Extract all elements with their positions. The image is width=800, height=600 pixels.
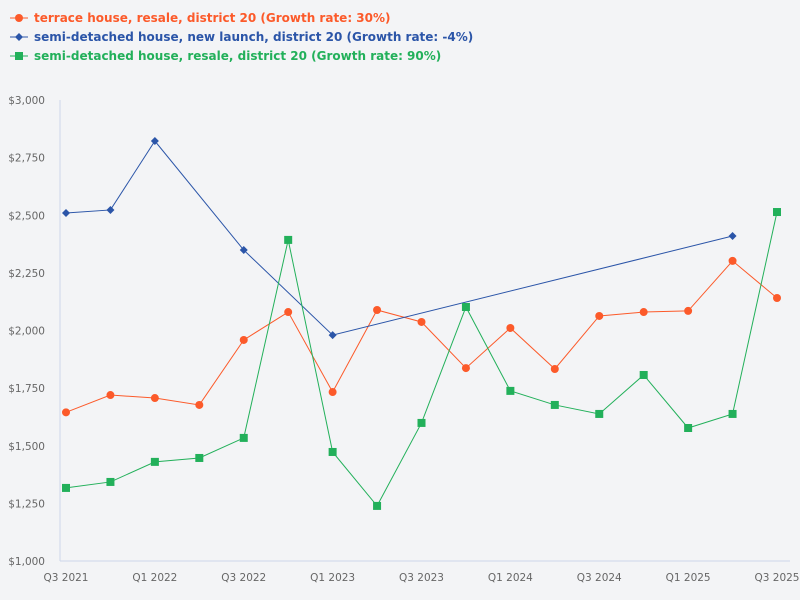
y-tick-label: $1,250 <box>8 498 45 510</box>
data-point[interactable] <box>284 308 293 317</box>
legend-label: semi-detached house, new launch, distric… <box>34 29 474 44</box>
data-point[interactable] <box>506 386 515 395</box>
y-tick-label: $1,750 <box>8 383 45 395</box>
data-point[interactable] <box>728 256 737 265</box>
legend-item-semi-detached-new-launch[interactable]: semi-detached house, new launch, distric… <box>10 27 473 46</box>
data-point[interactable] <box>506 323 515 332</box>
data-point[interactable] <box>595 409 604 418</box>
square-marker-icon <box>10 51 28 60</box>
data-point[interactable] <box>373 501 382 510</box>
series-line-2 <box>65 211 778 507</box>
data-point[interactable] <box>62 408 70 417</box>
data-point[interactable] <box>150 394 159 403</box>
data-point[interactable] <box>150 457 159 466</box>
data-point[interactable] <box>239 246 248 255</box>
data-point[interactable] <box>62 483 70 492</box>
data-point[interactable] <box>684 424 693 433</box>
legend-label: terrace house, resale, district 20 (Grow… <box>34 10 391 25</box>
data-point[interactable] <box>195 453 204 462</box>
data-point[interactable] <box>328 331 337 340</box>
data-point[interactable] <box>62 208 70 217</box>
x-tick-label: Q3 2023 <box>399 572 444 584</box>
data-point[interactable] <box>328 388 337 397</box>
data-point[interactable] <box>773 293 781 302</box>
data-point[interactable] <box>461 364 470 373</box>
data-point[interactable] <box>550 364 559 373</box>
x-tick-label: Q3 2021 <box>43 572 88 584</box>
series-line-1 <box>65 140 733 336</box>
x-tick-label: Q1 2022 <box>132 572 177 584</box>
data-point[interactable] <box>150 137 159 146</box>
data-point[interactable] <box>284 235 293 244</box>
series-line-0 <box>65 260 778 413</box>
x-tick-label: Q1 2025 <box>666 572 711 584</box>
y-tick-label: $1,000 <box>8 556 45 568</box>
data-point[interactable] <box>417 418 426 427</box>
x-tick-label: Q3 2022 <box>221 572 266 584</box>
data-point[interactable] <box>684 306 693 315</box>
y-tick-label: $2,250 <box>8 268 45 280</box>
data-point[interactable] <box>595 311 604 320</box>
y-tick-label: $3,000 <box>8 95 45 107</box>
data-point[interactable] <box>106 205 115 214</box>
legend: terrace house, resale, district 20 (Grow… <box>10 8 473 65</box>
data-point[interactable] <box>373 305 382 314</box>
x-tick-label: Q1 2024 <box>488 572 533 584</box>
data-point[interactable] <box>461 302 470 311</box>
legend-label: semi-detached house, resale, district 20… <box>34 48 442 63</box>
y-tick-label: $2,750 <box>8 153 45 165</box>
data-point[interactable] <box>728 231 737 240</box>
y-tick-label: $1,500 <box>8 441 45 453</box>
data-point[interactable] <box>639 370 648 379</box>
legend-item-terrace-resale[interactable]: terrace house, resale, district 20 (Grow… <box>10 8 473 27</box>
data-point[interactable] <box>773 208 781 217</box>
data-point[interactable] <box>239 335 248 344</box>
circle-marker-icon <box>10 13 28 22</box>
data-point[interactable] <box>328 447 337 456</box>
x-tick-label: Q1 2023 <box>310 572 355 584</box>
data-point[interactable] <box>239 433 248 442</box>
data-point[interactable] <box>417 317 426 326</box>
x-tick-label: Q3 2024 <box>577 572 622 584</box>
diamond-marker-icon <box>10 32 28 41</box>
data-point[interactable] <box>195 400 204 409</box>
x-tick-label: Q3 2025 <box>754 572 799 584</box>
y-tick-label: $2,000 <box>8 326 45 338</box>
data-point[interactable] <box>550 400 559 409</box>
data-point[interactable] <box>639 308 648 317</box>
data-point[interactable] <box>106 477 115 486</box>
data-point[interactable] <box>728 409 737 418</box>
legend-item-semi-detached-resale[interactable]: semi-detached house, resale, district 20… <box>10 46 473 65</box>
data-point[interactable] <box>106 391 115 400</box>
y-tick-label: $2,500 <box>8 210 45 222</box>
